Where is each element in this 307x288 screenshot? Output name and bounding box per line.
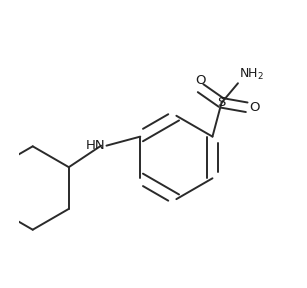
Text: O: O (195, 74, 206, 87)
Text: S: S (217, 96, 226, 109)
Text: NH$_2$: NH$_2$ (239, 67, 264, 82)
Text: HN: HN (86, 139, 105, 152)
Text: O: O (249, 101, 260, 114)
